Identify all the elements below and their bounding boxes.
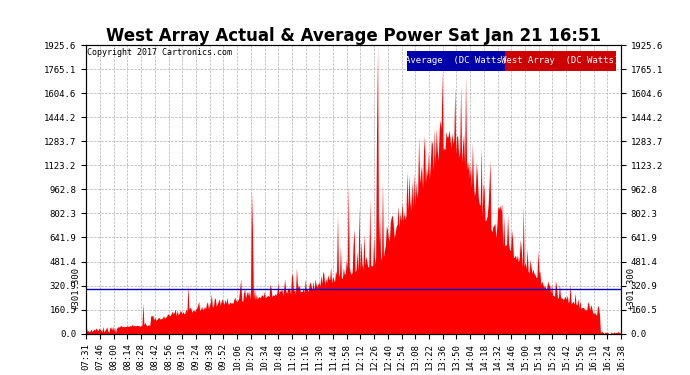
Bar [407, 51, 505, 71]
Text: +301.300: +301.300 [72, 267, 81, 310]
Bar [505, 51, 615, 71]
Text: Average  (DC Watts): Average (DC Watts) [405, 56, 507, 65]
Text: Copyright 2017 Cartronics.com: Copyright 2017 Cartronics.com [88, 48, 233, 57]
Text: West Array  (DC Watts): West Array (DC Watts) [501, 56, 620, 65]
Title: West Array Actual & Average Power Sat Jan 21 16:51: West Array Actual & Average Power Sat Ja… [106, 27, 601, 45]
Text: +301.300: +301.300 [627, 267, 635, 310]
